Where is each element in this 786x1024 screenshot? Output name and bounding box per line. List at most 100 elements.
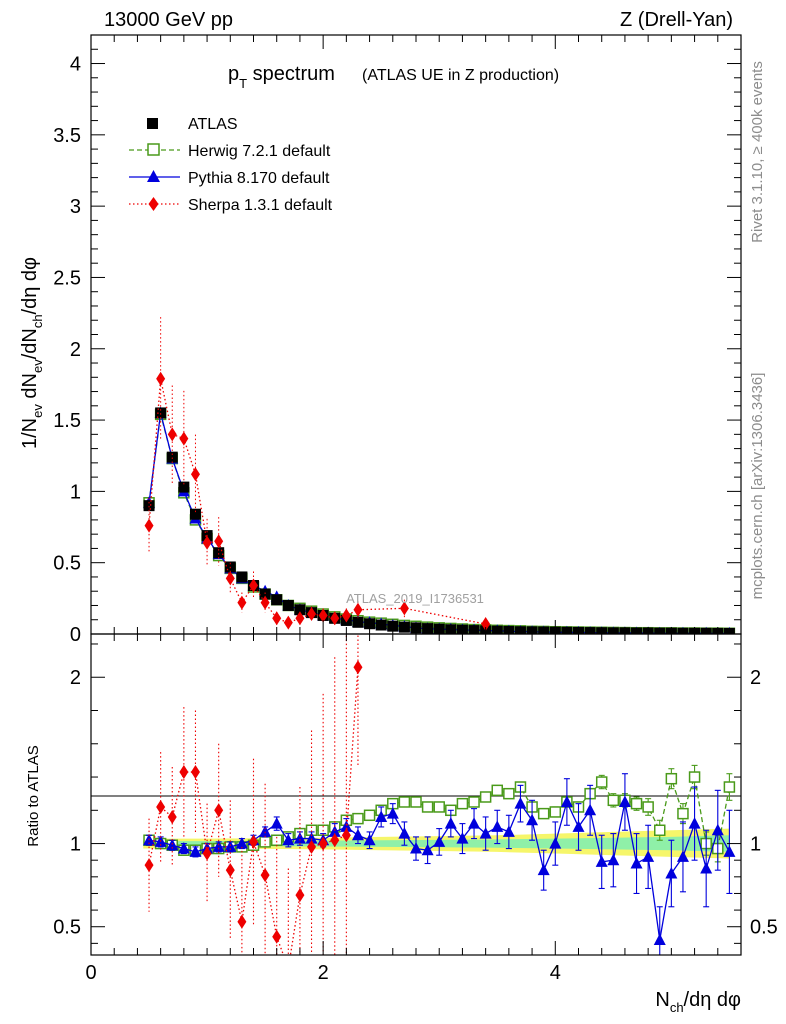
ratio-ytick-label-left: 2 [70, 667, 81, 689]
main-point-sherpa [214, 534, 224, 549]
ratio-point-pythia [421, 843, 434, 856]
main-ytick-label: 2 [70, 339, 81, 361]
main-point-sherpa [225, 571, 235, 586]
main-point-atlas [189, 508, 201, 520]
ratio-point-pythia [328, 825, 341, 837]
main-point-atlas [387, 620, 399, 632]
ratio-point-sherpa [202, 846, 212, 861]
main-point-sherpa [249, 578, 258, 593]
main-point-atlas [677, 627, 689, 634]
main-point-atlas [166, 451, 178, 463]
legend-label-atlas: ATLAS [188, 116, 238, 133]
ratio-point-herwig [433, 801, 445, 813]
main-point-atlas [561, 626, 573, 634]
ratio-point-pythia [351, 828, 364, 841]
ratio-point-sherpa [353, 660, 363, 675]
ratio-point-herwig [654, 824, 666, 837]
ratio-ytick-label-right: 1 [750, 834, 761, 856]
title-sub: T [239, 76, 247, 91]
xtick-label: 0 [85, 962, 96, 984]
ratio-point-pythia [456, 832, 469, 844]
ratio-point-pythia [688, 817, 701, 829]
ratio-point-pythia [607, 853, 620, 866]
main-point-sherpa [307, 607, 317, 622]
ratio-point-herwig [642, 801, 654, 813]
ratio-point-herwig [688, 771, 701, 783]
main-ytick-label: 0 [70, 624, 81, 646]
ratio-point-pythia [549, 837, 562, 849]
main-point-atlas [155, 407, 167, 419]
main-ytick-label: 0.5 [53, 553, 81, 575]
ratio-point-pythia [595, 855, 608, 867]
main-point-atlas [178, 481, 190, 493]
main-point-sherpa [272, 611, 282, 626]
main-point-atlas [491, 625, 503, 634]
ratio-point-herwig [607, 794, 620, 807]
main-ylabel: 1/Nev dNev/dNch/dη dφ [19, 257, 45, 449]
main-point-atlas [294, 604, 306, 616]
xtick-label: 4 [550, 962, 561, 984]
ratio-point-sherpa [190, 765, 200, 780]
ratio-point-pythia [700, 862, 713, 874]
main-title: pT spectrum (ATLAS UE in Z production) [228, 63, 559, 91]
legend-label-sherpa: Sherpa 1.3.1 default [188, 197, 333, 214]
main-point-sherpa [481, 617, 491, 632]
legend-marker-atlas [147, 118, 158, 129]
main-point-atlas [607, 627, 619, 634]
ratio-point-pythia [526, 813, 539, 826]
main-point-atlas [364, 618, 376, 630]
ratio-panel-data [143, 634, 736, 975]
ratio-point-herwig [456, 797, 469, 810]
main-point-sherpa [190, 467, 200, 482]
title-p: p [228, 63, 239, 85]
ratio-point-pythia [410, 842, 422, 854]
ratio-point-herwig [723, 781, 736, 793]
ratio-point-pythia [259, 825, 272, 837]
ratio-point-sherpa [284, 961, 293, 975]
main-point-atlas [700, 627, 712, 634]
ratio-point-sherpa [179, 765, 189, 780]
main-point-atlas [631, 627, 643, 634]
ratio-point-pythia [584, 803, 597, 816]
main-point-atlas [213, 547, 225, 559]
ratio-point-herwig [630, 797, 643, 810]
title-rest: spectrum [247, 63, 335, 85]
main-point-atlas [723, 627, 735, 634]
main-ytick-label: 1 [70, 481, 81, 503]
main-point-atlas [143, 500, 155, 512]
ratio-point-sherpa [330, 833, 340, 848]
ratio-point-pythia [340, 820, 353, 832]
ratio-point-herwig [468, 796, 480, 808]
ratio-point-pythia [363, 833, 376, 846]
ratio-point-herwig [549, 806, 562, 818]
main-point-sherpa [179, 431, 189, 446]
legend-label-pythia: Pythia 8.170 default [188, 170, 330, 187]
ratio-point-pythia [502, 825, 515, 837]
main-point-atlas [654, 627, 666, 634]
ratio-point-sherpa [249, 834, 258, 849]
ratio-point-pythia [491, 820, 504, 832]
main-point-atlas [514, 626, 526, 634]
ratio-point-herwig [352, 812, 364, 825]
ratio-panel-frame [90, 633, 742, 956]
main-point-atlas [375, 619, 387, 631]
title-note: (ATLAS UE in Z production) [362, 67, 559, 84]
svg-text:pT spectrum: pT spectrum [228, 63, 335, 91]
mcplots-label: mcplots.cern.ch [arXiv:1306.3436] [749, 373, 766, 600]
main-point-sherpa [399, 601, 409, 616]
main-ytick-label: 2.5 [53, 267, 81, 289]
main-point-sherpa [156, 371, 166, 386]
ratio-point-herwig [363, 809, 376, 822]
ratio-point-pythia [444, 817, 457, 829]
ratio-point-pythia [375, 810, 388, 822]
ratio-point-pythia [572, 820, 585, 832]
ratio-point-herwig [665, 772, 678, 785]
xlabel: Nch/dη dφ [655, 989, 741, 1015]
ratio-point-herwig [595, 776, 608, 788]
ratio-point-pythia [293, 832, 306, 844]
main-point-sherpa [167, 427, 177, 442]
ratio-point-sherpa [144, 858, 154, 873]
ratio-point-herwig [410, 796, 422, 808]
main-ytick-label: 1.5 [53, 410, 81, 432]
ratio-point-herwig [491, 784, 503, 797]
